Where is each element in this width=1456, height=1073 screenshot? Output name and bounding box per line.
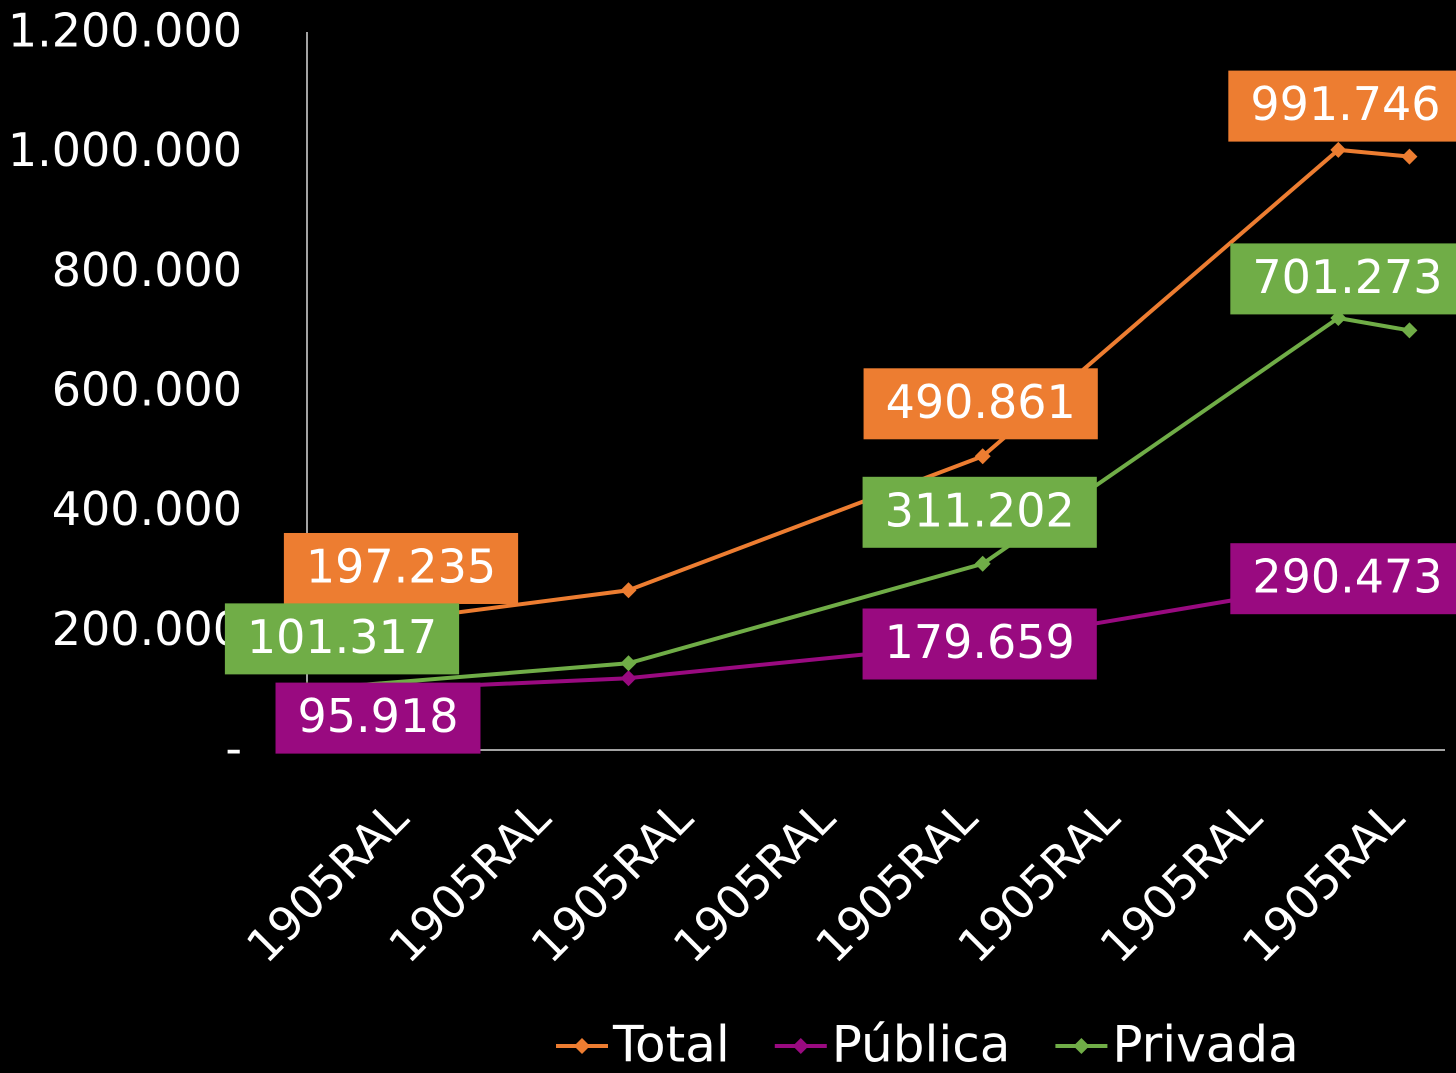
data-label-box (862, 476, 1097, 548)
legend-label: Total (612, 1016, 730, 1073)
point-marker (1401, 148, 1418, 165)
y-tick-label: 400.000 (52, 482, 242, 536)
data-label: 179.659 (885, 615, 1075, 669)
data-label: 197.235 (306, 539, 496, 593)
data-label-box (1228, 70, 1456, 142)
point-marker (1401, 322, 1418, 339)
point-marker (1330, 141, 1347, 158)
y-tick-label: 800.000 (52, 243, 242, 297)
point-marker (620, 670, 637, 687)
data-label-box (862, 608, 1097, 680)
data-label-group: 311.202 (862, 476, 1097, 548)
data-label-box (275, 682, 481, 754)
data-label-group: 701.273 (1230, 243, 1456, 315)
data-label-group: 290.473 (1230, 543, 1456, 615)
data-label-group: 95.918 (275, 682, 481, 754)
data-label: 701.273 (1252, 250, 1442, 304)
data-label-box (1230, 543, 1456, 615)
point-marker (620, 655, 637, 672)
data-label-box (863, 368, 1098, 440)
data-label: 311.202 (885, 483, 1075, 537)
data-label: 95.918 (298, 689, 459, 743)
data-label: 290.473 (1252, 550, 1442, 604)
data-label-group: 101.317 (224, 603, 460, 675)
legend-marker (574, 1038, 590, 1054)
data-label-box (283, 532, 519, 604)
point-marker (974, 555, 991, 572)
data-label-box (224, 603, 460, 675)
y-tick-label: 1.000.000 (8, 123, 242, 177)
data-label-group: 490.861 (863, 368, 1098, 440)
legend-label: Pública (832, 1016, 1011, 1073)
data-label: 991.746 (1250, 77, 1440, 131)
legend-label: Privada (1112, 1016, 1298, 1073)
data-label-group: 179.659 (862, 608, 1097, 680)
y-tick-label: 1.200.000 (8, 4, 242, 58)
legend-marker (1073, 1038, 1090, 1054)
y-tick-label: - (225, 722, 242, 776)
legend-marker (792, 1038, 809, 1054)
data-label-group: 991.746 (1228, 70, 1456, 142)
point-marker (620, 582, 637, 599)
data-label-group: 197.235 (283, 532, 519, 604)
y-tick-label: 600.000 (52, 363, 242, 417)
data-label: 101.317 (247, 610, 437, 664)
data-label-box (1230, 243, 1456, 315)
point-marker (974, 448, 991, 465)
data-label: 490.861 (886, 375, 1076, 429)
y-tick-label: 200.000 (52, 602, 242, 656)
